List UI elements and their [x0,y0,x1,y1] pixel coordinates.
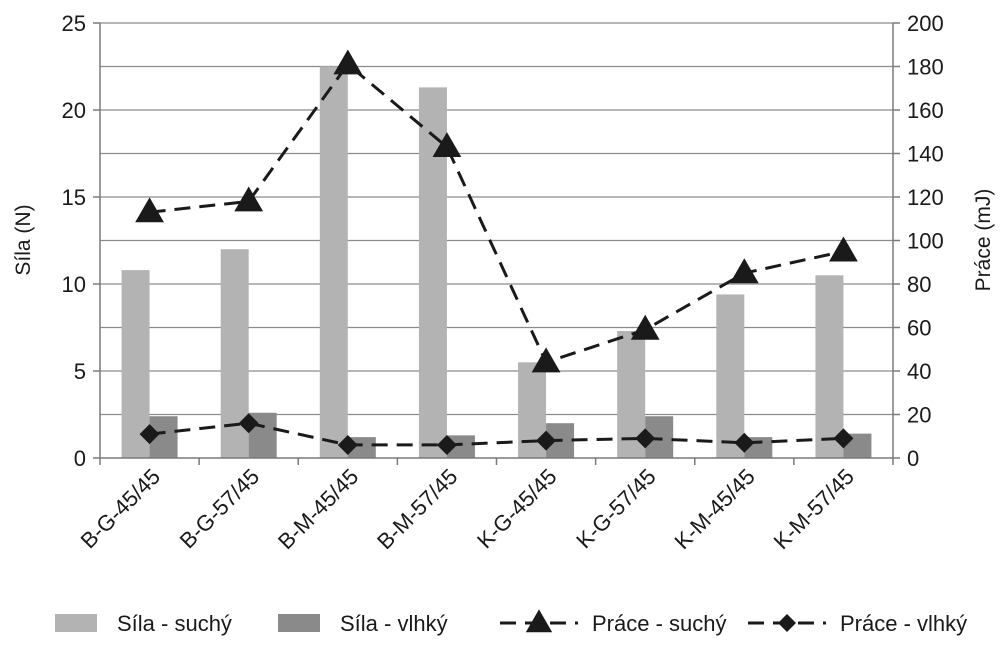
y-right-tick-label: 60 [907,316,931,341]
line-prace-vlhky [149,421,844,447]
legend-marker-diamond [778,614,796,632]
y-left-tick-label: 15 [62,185,86,210]
point-prace-vlhky [536,430,557,451]
point-prace-suchy [531,347,561,373]
point-prace-suchy [729,258,759,284]
y-axis-right-title: Práce (mJ) [972,189,995,292]
bars [121,66,872,458]
y-right-tick-label: 20 [907,403,931,428]
legend-marker-triangle [525,609,553,633]
y-right-tick-label: 140 [907,142,944,167]
y-left-tick-label: 25 [62,11,86,36]
y-left-tick-label: 0 [74,446,86,471]
y-axis-left-title: Síla (N) [12,204,35,275]
x-category-label: B-M-45/45 [273,464,363,554]
legend-swatch [278,614,320,632]
legend-label: Práce - suchý [592,611,727,636]
x-category-label: K-M-45/45 [670,464,760,554]
legend-label: Práce - vlhký [840,611,967,636]
point-prace-vlhky [635,428,656,449]
point-prace-vlhky [238,413,259,434]
y-right-tick-label: 180 [907,55,944,80]
point-prace-suchy [432,132,462,158]
bar-sila-suchy [815,275,844,458]
point-prace-suchy [135,197,164,223]
x-category-label: B-M-57/45 [372,464,462,554]
legend-swatch [55,614,97,632]
point-prace-suchy [234,186,264,212]
x-category-label: K-M-57/45 [769,464,859,554]
line-prace-suchy [149,62,844,365]
legend-label: Síla - suchý [117,611,232,636]
y-right-tick-label: 80 [907,272,931,297]
bar-sila-vlhky [446,435,475,458]
y-right-tick-label: 0 [907,446,919,471]
y-right-tick-label: 160 [907,98,944,123]
point-prace-suchy [829,236,858,262]
y-right-tick-label: 200 [907,11,944,36]
x-category-label: B-G-45/45 [76,464,165,553]
gridlines [100,22,893,416]
tick-labels: 0 5 10 15 20 25 0 20 40 60 80 100 120 140 160 180 200 B-G… [62,11,944,554]
point-prace-vlhky [139,424,160,445]
y-right-tick-label: 100 [907,229,944,254]
point-prace-suchy [630,314,660,340]
bar-sila-suchy [121,270,150,458]
point-prace-vlhky [734,432,755,453]
y-left-tick-label: 5 [74,359,86,384]
x-category-label: K-G-45/45 [472,464,561,553]
y-left-tick-label: 10 [62,272,86,297]
series-lines [135,49,858,455]
y-right-tick-label: 40 [907,359,931,384]
x-category-label: K-G-57/45 [571,464,660,553]
point-prace-vlhky [436,434,457,455]
axes [93,22,900,465]
point-prace-suchy [333,49,363,75]
legend: Síla - suchý Síla - vlhký Práce - suchý Prá… [55,609,967,636]
bar-sila-suchy [716,294,745,458]
point-prace-vlhky [337,434,358,455]
bar-sila-suchy [319,66,348,458]
y-left-tick-label: 20 [62,98,86,123]
x-category-label: B-G-57/45 [175,464,264,553]
y-right-tick-label: 120 [907,185,944,210]
legend-label: Síla - vlhký [340,611,448,636]
point-prace-vlhky [833,428,854,449]
